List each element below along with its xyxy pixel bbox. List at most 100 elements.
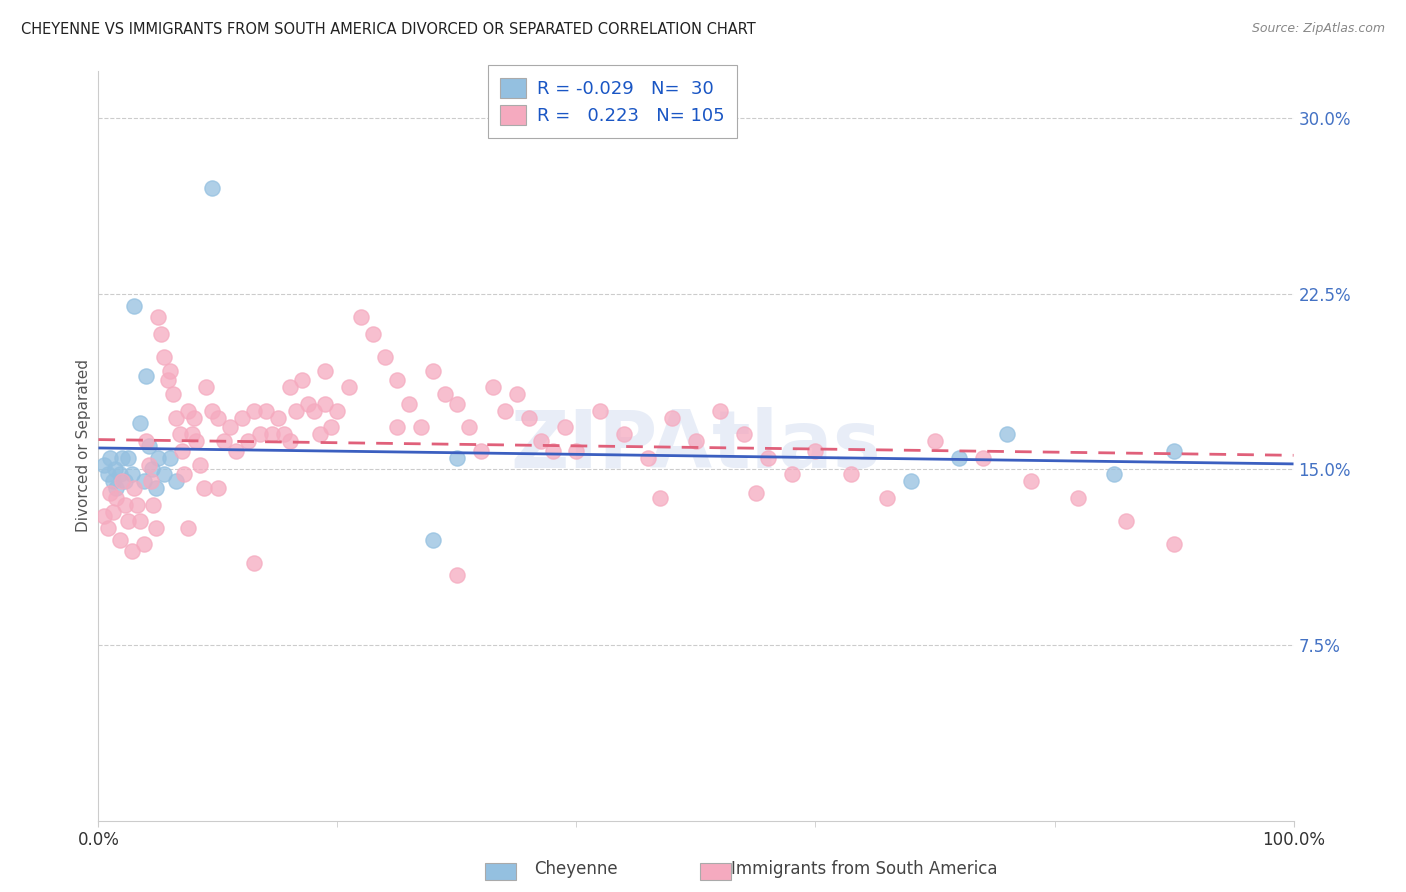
Point [135, 368, 157, 383]
Point [446, 450, 468, 465]
Point [117, 514, 139, 528]
Point [156, 374, 179, 388]
Point [93, 509, 115, 524]
Point [149, 326, 172, 341]
Point [541, 443, 564, 458]
Point [177, 521, 200, 535]
Point [141, 462, 163, 476]
Point [97, 521, 120, 535]
Point [236, 434, 259, 449]
Point [162, 387, 184, 401]
Point [685, 434, 707, 449]
Point [422, 533, 444, 547]
Point [434, 387, 457, 401]
Point [284, 404, 307, 418]
Point [180, 427, 202, 442]
Point [273, 427, 295, 442]
Point [172, 443, 194, 458]
Point [145, 481, 167, 495]
Point [148, 310, 170, 325]
Point [709, 404, 731, 418]
Point [125, 498, 148, 512]
Point [260, 427, 283, 442]
Point [129, 514, 152, 528]
Point [165, 474, 187, 488]
Point [129, 416, 152, 430]
Point [530, 434, 553, 449]
Point [267, 411, 290, 425]
Point [254, 404, 277, 418]
Point [124, 298, 146, 313]
Point [756, 450, 779, 465]
Point [93, 458, 115, 472]
Point [135, 434, 157, 449]
Point [315, 397, 337, 411]
Point [876, 491, 898, 505]
Point [207, 411, 229, 425]
Point [589, 404, 612, 418]
Point [98, 450, 122, 465]
Point [159, 450, 181, 465]
Point [411, 420, 433, 434]
Point [291, 374, 314, 388]
Point [183, 411, 205, 425]
Point [780, 467, 803, 482]
Point [101, 474, 124, 488]
Point [374, 350, 396, 364]
Point [104, 462, 127, 476]
Point [565, 443, 588, 458]
Point [972, 450, 994, 465]
Point [308, 427, 330, 442]
Point [193, 481, 215, 495]
Point [733, 427, 755, 442]
Point [278, 434, 301, 449]
Point [385, 420, 409, 434]
Point [219, 420, 242, 434]
Point [132, 537, 155, 551]
Point [121, 544, 143, 558]
Text: ZIPAtlas: ZIPAtlas [510, 407, 882, 485]
Point [326, 404, 349, 418]
Point [177, 404, 200, 418]
Point [145, 521, 167, 535]
Point [648, 491, 672, 505]
Point [948, 450, 970, 465]
Point [422, 364, 444, 378]
Point [195, 380, 218, 394]
Point [302, 404, 325, 418]
Point [363, 326, 385, 341]
Point [278, 380, 301, 394]
Point [148, 450, 170, 465]
Point [745, 485, 768, 500]
Point [613, 427, 636, 442]
Point [108, 533, 131, 547]
Point [165, 411, 187, 425]
Point [201, 181, 224, 195]
Point [900, 474, 922, 488]
Text: CHEYENNE VS IMMIGRANTS FROM SOUTH AMERICA DIVORCED OR SEPARATED CORRELATION CHAR: CHEYENNE VS IMMIGRANTS FROM SOUTH AMERIC… [21, 22, 756, 37]
Y-axis label: Divorced or Separated: Divorced or Separated [76, 359, 91, 533]
Point [207, 481, 229, 495]
Point [188, 458, 211, 472]
Point [108, 467, 131, 482]
Point [98, 485, 122, 500]
Point [481, 380, 505, 394]
Point [243, 556, 266, 570]
Point [350, 310, 373, 325]
Point [97, 467, 120, 482]
Point [458, 420, 481, 434]
Point [1163, 443, 1185, 458]
Point [153, 467, 176, 482]
Point [111, 474, 134, 488]
Point [243, 404, 266, 418]
Point [637, 450, 659, 465]
Text: Cheyenne: Cheyenne [534, 860, 617, 878]
Point [105, 491, 128, 505]
Point [186, 434, 208, 449]
Point [1163, 537, 1185, 551]
Point [470, 443, 492, 458]
Point [446, 397, 468, 411]
Point [124, 481, 146, 495]
Point [554, 420, 576, 434]
Point [315, 364, 337, 378]
